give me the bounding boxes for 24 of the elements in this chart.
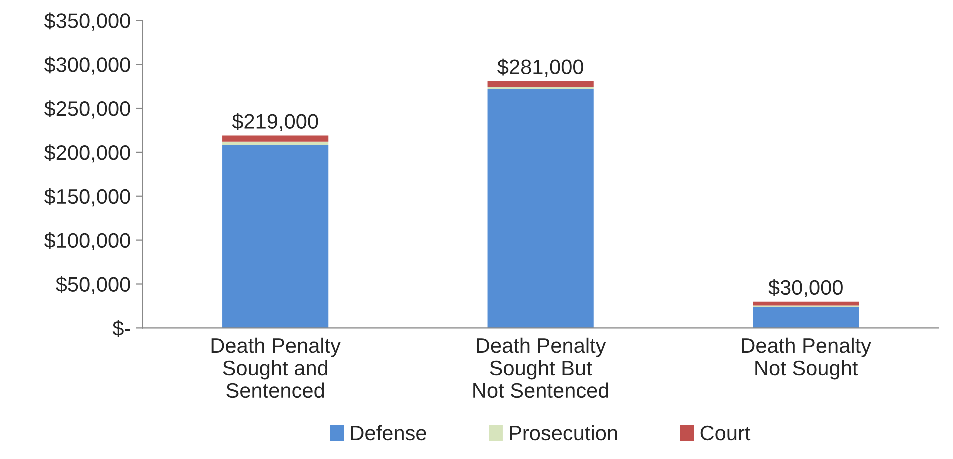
bar [222,136,329,142]
legend-label: Defense [351,425,426,441]
y-tick-label: $200,000 [44,144,130,163]
bar [488,81,594,88]
y-tick-label: $50,000 [56,276,130,294]
y-tick-label: $150,000 [44,188,130,207]
y-tick-label: $250,000 [44,100,130,119]
y-tick-label: $100,000 [44,232,130,251]
legend-label: Prosecution [510,425,618,441]
total-label: $281,000 [498,58,584,77]
bar [753,302,860,306]
y-tick-label: $300,000 [44,56,130,75]
bar [222,142,329,146]
y-tick-label: $350,000 [44,12,130,31]
x-tick-label: Death Penalty Sought and Sentenced [212,338,341,398]
bar [222,145,329,328]
total-label: $219,000 [232,113,318,132]
bar [753,307,860,328]
x-tick-label: Death Penalty Sought But Not Sentenced [474,338,608,398]
total-label: $30,000 [768,279,843,298]
y-tick-label: $- [112,320,130,338]
legend-label: Court [700,426,751,441]
x-tick-label: Death Penalty Not Sought [742,338,872,380]
bar [488,89,594,328]
